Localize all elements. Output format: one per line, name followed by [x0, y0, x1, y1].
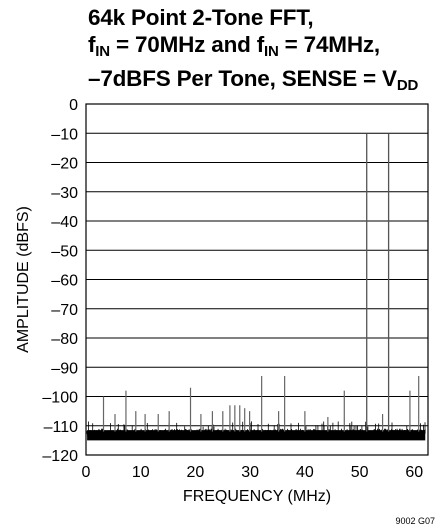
noise-floor — [86, 421, 426, 441]
y-tick-label: –30 — [51, 185, 78, 202]
title-text: f — [88, 32, 96, 57]
y-tick-label: –10 — [51, 126, 78, 143]
x-tick-label: 50 — [351, 464, 369, 481]
plot-frame — [85, 103, 429, 456]
title-text: 64k Point 2-Tone FFT, — [88, 5, 314, 30]
y-tick-label: –120 — [42, 448, 78, 465]
figure-code: 9002 G07 — [395, 516, 435, 526]
x-tick-label: 20 — [187, 464, 205, 481]
chart-title-line-3: –7dBFS Per Tone, SENSE = VDD — [88, 65, 418, 99]
x-tick-label: 30 — [241, 464, 259, 481]
chart-title: 64k Point 2-Tone FFT, fIN = 70MHz and fI… — [88, 4, 418, 99]
y-tick-label: –80 — [51, 331, 78, 348]
grid-lines — [86, 132, 428, 427]
x-axis-label: FREQUENCY (MHz) — [183, 488, 331, 505]
y-tick-label: –20 — [51, 156, 78, 173]
title-text: = 74MHz, — [278, 32, 381, 57]
x-tick-label: 10 — [132, 464, 150, 481]
noise-core — [87, 430, 426, 441]
y-axis-label: AMPLITUDE (dBFS) — [15, 206, 32, 353]
x-tick-label: 0 — [82, 464, 91, 481]
title-subscript: IN — [95, 43, 110, 60]
y-tick-label: 0 — [69, 97, 78, 114]
spectral-lines — [102, 133, 420, 432]
y-tick-label: –60 — [51, 273, 78, 290]
y-tick-label: –70 — [51, 302, 78, 319]
x-tick-label: 60 — [405, 464, 423, 481]
x-tick-label: 40 — [296, 464, 314, 481]
title-subscript: IN — [264, 43, 279, 60]
chart-title-line-1: 64k Point 2-Tone FFT, — [88, 4, 418, 31]
y-tick-label: –50 — [51, 243, 78, 260]
chart-title-line-2: fIN = 70MHz and fIN = 74MHz, — [88, 31, 418, 65]
title-text: –7dBFS Per Tone, SENSE = V — [88, 66, 397, 91]
y-tick-labels: 0 –10 –20 –30 –40 –50 –60 –70 –80 –90 –100 –110 –120 — [42, 97, 78, 465]
x-tick-labels: 0 10 20 30 40 50 60 — [82, 464, 424, 481]
y-tick-label: –90 — [51, 360, 78, 377]
title-text: = 70MHz and f — [109, 32, 265, 57]
y-tick-label: –100 — [42, 390, 78, 407]
title-subscript: DD — [396, 77, 419, 94]
y-tick-label: –110 — [44, 419, 79, 436]
y-tick-label: –40 — [51, 214, 78, 231]
